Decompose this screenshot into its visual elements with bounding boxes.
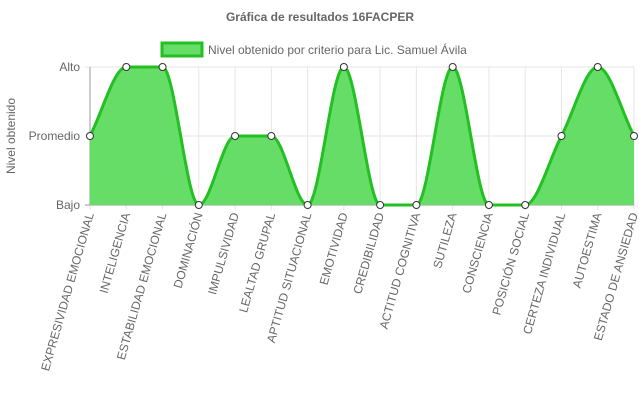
y-axis-label: Nivel obtenido xyxy=(4,98,18,174)
x-tick-label: INTELIGENCIA xyxy=(97,211,133,295)
legend-label: Nivel obtenido por criterio para Lic. Sa… xyxy=(208,42,467,57)
data-point[interactable] xyxy=(376,201,385,209)
x-tick-label: LEALTAD GRUPAL xyxy=(236,211,278,315)
y-tick-label: Alto xyxy=(59,60,80,74)
data-point[interactable] xyxy=(630,132,638,140)
data-point[interactable] xyxy=(521,201,530,209)
data-points[interactable] xyxy=(86,63,638,209)
x-tick-label: EMOTIVIDAD xyxy=(317,211,351,287)
data-point[interactable] xyxy=(339,63,348,71)
legend[interactable]: Nivel obtenido por criterio para Lic. Sa… xyxy=(160,41,467,58)
x-tick-label: DOMINACIÓN xyxy=(170,211,206,290)
x-tick-label: EXPRESIVIDAD EMOCIONAL xyxy=(38,211,97,373)
data-point[interactable] xyxy=(484,201,493,209)
data-point[interactable] xyxy=(557,132,566,140)
x-tick-label: CREDIBILIDAD xyxy=(350,211,387,296)
data-point[interactable] xyxy=(412,201,421,209)
x-tick-label: CONSCIENCIA xyxy=(459,211,495,295)
x-tick-labels: EXPRESIVIDAD EMOCIONAL INTELIGENCIAESTABI… xyxy=(38,210,639,372)
data-point[interactable] xyxy=(231,132,240,140)
x-tick-label: POSICIÓN SOCIAL xyxy=(488,210,532,316)
data-point[interactable] xyxy=(122,63,131,71)
series-line xyxy=(88,65,636,207)
x-tick-label: SUTILEZA xyxy=(430,211,459,270)
data-point[interactable] xyxy=(593,63,602,71)
data-point[interactable] xyxy=(448,63,457,71)
y-tick-label: Promedio xyxy=(29,129,81,143)
data-point[interactable] xyxy=(86,132,94,140)
x-tick-label: AUTOESTIMA xyxy=(570,211,605,290)
y-tick-label: Bajo xyxy=(56,198,80,212)
data-point[interactable] xyxy=(303,201,312,209)
y-tick-labels: Bajo Promedio Alto xyxy=(29,60,81,212)
x-tick-label: IMPULSIVIDAD xyxy=(205,211,242,297)
legend-swatch xyxy=(160,41,204,58)
data-point[interactable] xyxy=(194,201,203,209)
series-area xyxy=(88,65,636,207)
chart-title: Gráfica de resultados 16FACPER xyxy=(226,10,414,24)
data-point[interactable] xyxy=(267,132,276,140)
x-tick-label: ACTITUD COGNITIVA xyxy=(377,211,424,331)
data-point[interactable] xyxy=(158,63,167,71)
